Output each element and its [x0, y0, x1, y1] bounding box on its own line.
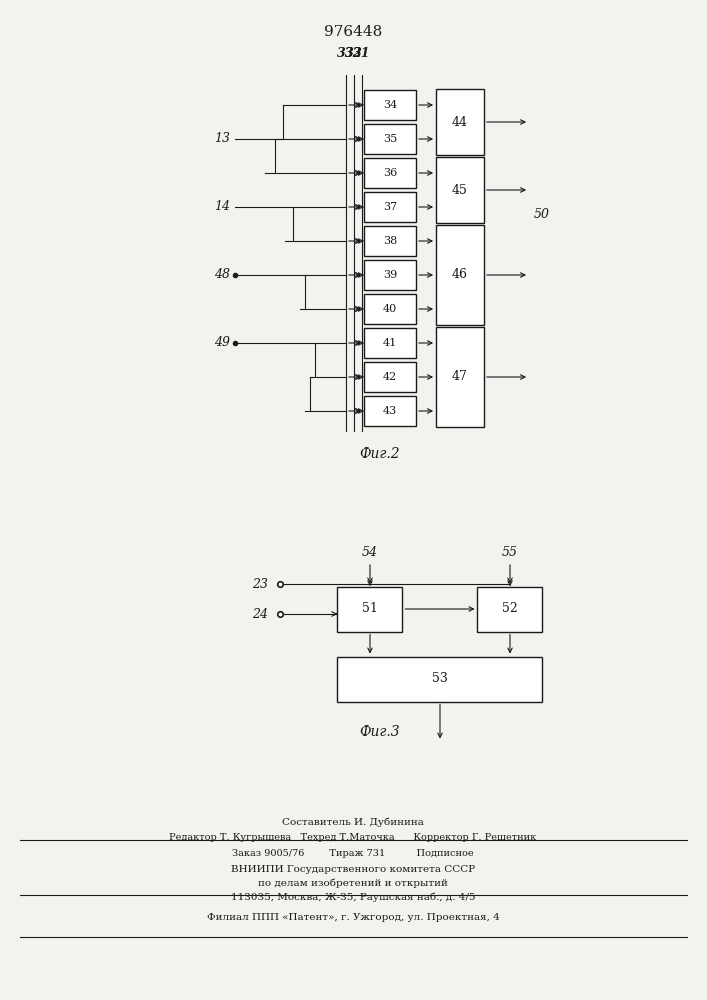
Bar: [364, 328, 416, 358]
Text: 23: 23: [252, 578, 268, 590]
Text: 39: 39: [383, 270, 397, 280]
Bar: [364, 362, 416, 392]
Text: 33: 33: [337, 47, 355, 60]
Text: 43: 43: [383, 406, 397, 416]
Text: 32: 32: [345, 47, 363, 60]
Text: 52: 52: [502, 602, 518, 615]
Text: 44: 44: [452, 115, 468, 128]
Text: 24: 24: [252, 607, 268, 620]
Bar: [337, 656, 542, 702]
Text: 45: 45: [452, 184, 468, 196]
Text: по делам изобретений и открытий: по делам изобретений и открытий: [258, 878, 448, 888]
Text: 13: 13: [214, 132, 230, 145]
Bar: [364, 192, 416, 222]
Text: 48: 48: [214, 268, 230, 282]
Bar: [364, 260, 416, 290]
Text: Заказ 9005/76        Тираж 731          Подписное: Заказ 9005/76 Тираж 731 Подписное: [232, 850, 474, 858]
Text: Фиг.3: Фиг.3: [360, 724, 400, 738]
Text: 54: 54: [362, 546, 378, 558]
Text: 36: 36: [383, 168, 397, 178]
Text: 31: 31: [354, 47, 370, 60]
Text: 42: 42: [383, 372, 397, 382]
Bar: [364, 158, 416, 188]
Text: 53: 53: [432, 672, 448, 686]
Text: 51: 51: [362, 602, 378, 615]
Text: Составитель И. Дубинина: Составитель И. Дубинина: [282, 817, 424, 827]
Bar: [364, 226, 416, 256]
Bar: [436, 157, 484, 223]
Text: Фиг.2: Фиг.2: [360, 447, 400, 461]
Bar: [364, 294, 416, 324]
Text: 37: 37: [383, 202, 397, 212]
Text: 49: 49: [214, 336, 230, 350]
Bar: [337, 586, 402, 632]
Bar: [364, 124, 416, 154]
Text: 40: 40: [383, 304, 397, 314]
Bar: [364, 396, 416, 426]
Text: Филиал ППП «Патент», г. Ужгород, ул. Проектная, 4: Филиал ППП «Патент», г. Ужгород, ул. Про…: [206, 914, 499, 922]
Text: 47: 47: [452, 370, 468, 383]
Bar: [364, 90, 416, 120]
Text: 46: 46: [452, 268, 468, 282]
Bar: [477, 586, 542, 632]
Text: 34: 34: [383, 100, 397, 110]
Bar: [436, 225, 484, 325]
Text: 113035, Москва, Ж-35, Раушская наб., д. 4/5: 113035, Москва, Ж-35, Раушская наб., д. …: [230, 892, 475, 902]
Text: 50: 50: [534, 209, 550, 222]
Text: 41: 41: [383, 338, 397, 348]
Text: Редактор Т. Кугрышева   Техред Т.Маточка      Корректор Г. Решетник: Редактор Т. Кугрышева Техред Т.Маточка К…: [170, 834, 537, 842]
Text: 55: 55: [502, 546, 518, 558]
Text: 35: 35: [383, 134, 397, 144]
Text: 38: 38: [383, 236, 397, 246]
Bar: [436, 327, 484, 427]
Text: ВНИИПИ Государственного комитета СССР: ВНИИПИ Государственного комитета СССР: [231, 865, 475, 874]
Text: 14: 14: [214, 200, 230, 214]
Text: 976448: 976448: [324, 25, 382, 39]
Bar: [436, 89, 484, 155]
